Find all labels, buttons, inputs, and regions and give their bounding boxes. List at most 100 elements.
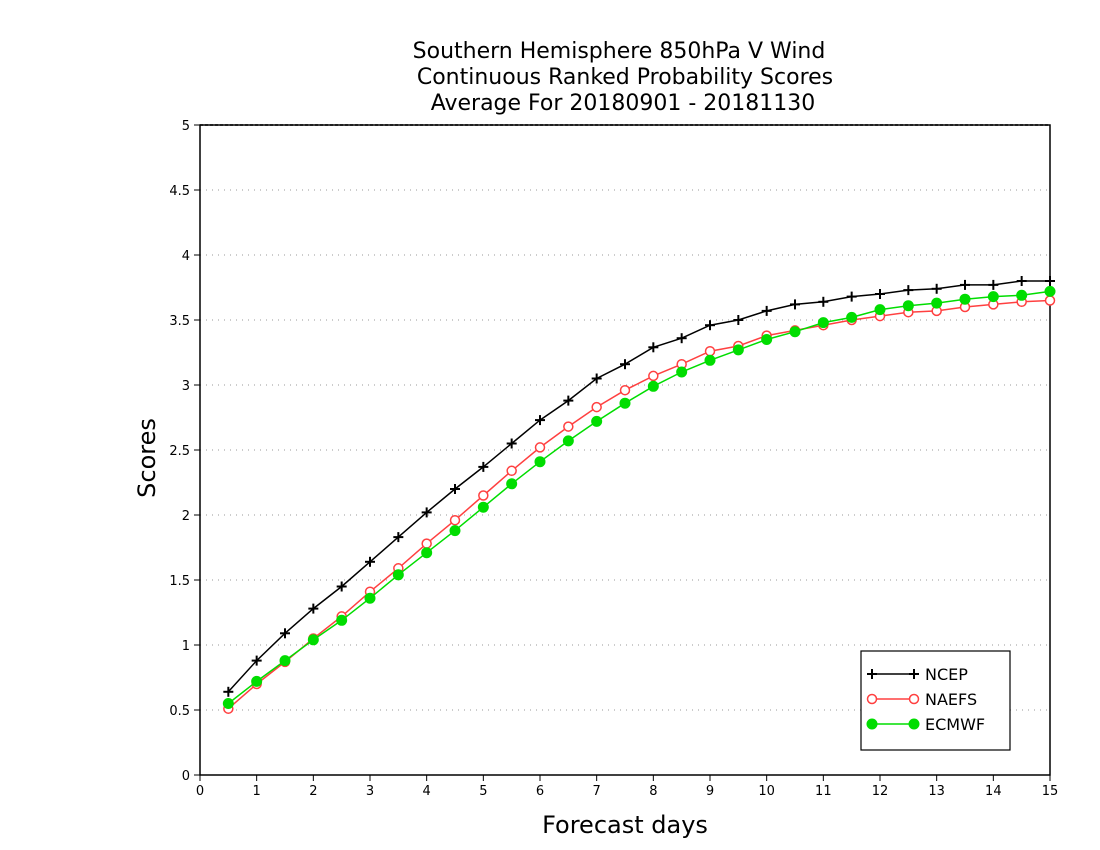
legend-marker-end-ecmwf [908,718,920,730]
point-ecmwf-9 [477,501,489,513]
title-line-3: Average For 20180901 - 20181130 [431,91,816,116]
x-tick-label-6: 6 [536,784,544,799]
point-naefs-8 [449,514,461,526]
point-ncep-21 [818,296,829,307]
point-ncep-14 [620,359,630,370]
point-ecmwf-27 [987,291,999,303]
point-naefs-12 [563,421,574,432]
point-ncep-3 [308,603,319,614]
x-tick-label-7: 7 [593,784,601,799]
point-ncep-2 [280,628,290,639]
x-tick-label-3: 3 [366,784,374,799]
point-ecmwf-10 [506,478,518,490]
point-naefs-17 [704,345,716,357]
y-axis-label: Scores [133,418,161,498]
point-ncep-20 [790,299,800,310]
point-ecmwf-3 [307,634,319,646]
point-ncep-15 [648,342,659,353]
series-group [222,276,1056,714]
point-ncep-7 [421,507,432,518]
legend-item-ecmwf: ECMWF [866,715,985,734]
y-tick-label-5: 2.5 [169,444,190,459]
point-ecmwf-25 [931,297,943,309]
point-ncep-6 [393,532,404,543]
legend-label-ncep: NCEP [925,665,968,684]
series-line-ncep [227,280,1050,693]
point-ecmwf-22 [846,311,858,323]
point-naefs-7 [421,538,432,549]
point-ncep-27 [988,279,999,290]
point-ecmwf-29 [1044,285,1056,297]
point-ncep-13 [591,373,602,384]
point-ncep-19 [761,305,772,316]
point-ncep-17 [705,320,715,331]
point-ncep-29 [1045,276,1055,286]
point-ecmwf-6 [392,569,404,581]
point-ecmwf-5 [364,592,376,604]
x-tick-label-4: 4 [423,784,431,799]
point-ncep-1 [251,655,262,666]
point-ncep-26 [960,279,970,290]
point-ecmwf-2 [279,655,291,667]
legend-item-naefs: NAEFS [866,690,977,709]
legend-marker-start-ecmwf [866,718,878,730]
x-tick-label-14: 14 [985,784,1002,799]
point-ecmwf-14 [619,397,631,409]
point-ncep-28 [1016,276,1027,286]
point-ncep-10 [506,438,517,449]
point-ecmwf-11 [534,456,546,468]
x-tick-label-10: 10 [758,784,775,799]
point-ecmwf-28 [1016,289,1028,301]
point-naefs-10 [506,465,517,477]
point-ecmwf-18 [732,344,744,356]
point-ecmwf-16 [676,366,688,378]
series-line-naefs [227,299,1051,710]
point-naefs-29 [1044,295,1056,306]
chart-title: Southern Hemisphere 850hPa V Wind Contin… [413,39,834,116]
point-naefs-14 [619,384,631,396]
point-ecmwf-19 [761,334,773,345]
legend-marker-end-ncep [909,669,919,679]
x-tick-label-9: 9 [706,784,714,799]
legend: NCEP NAEFS ECMWF [860,650,1011,751]
y-tick-label-1: 0.5 [169,704,190,719]
point-naefs-9 [478,490,489,501]
x-tick-label-13: 13 [928,784,945,799]
legend-item-ncep: NCEP [867,665,968,684]
legend-label-ecmwf: ECMWF [925,715,985,734]
y-tick-label-9: 4.5 [169,184,190,199]
point-ecmwf-26 [959,293,971,305]
point-naefs-15 [648,370,659,382]
point-ncep-16 [676,333,687,344]
point-ecmwf-21 [817,317,829,329]
point-naefs-11 [534,442,546,453]
point-ecmwf-20 [789,326,801,338]
point-ncep-9 [478,461,489,472]
point-ecmwf-8 [449,525,461,537]
point-ncep-5 [365,556,375,567]
point-ecmwf-15 [647,380,659,392]
title-line-1: Southern Hemisphere 850hPa V Wind [413,39,826,64]
point-ecmwf-7 [421,547,433,559]
series-ncep [223,276,1055,697]
point-ecmwf-4 [336,614,348,626]
point-naefs-13 [591,401,602,413]
y-tick-label-2: 1 [182,639,190,654]
y-tick-label-0: 0 [182,769,190,784]
y-tick-label-7: 3.5 [169,314,190,329]
legend-marker-start-ncep [867,669,877,679]
point-ecmwf-12 [562,435,574,447]
y-tick-label-6: 3 [182,379,190,394]
legend-marker-start-naefs [866,693,878,705]
x-tick-label-12: 12 [872,784,889,799]
title-line-2: Continuous Ranked Probability Scores [417,65,833,90]
x-tick-label-5: 5 [479,784,487,799]
legend-label-naefs: NAEFS [925,690,977,709]
x-tick-label-8: 8 [649,784,657,799]
x-axis-label: Forecast days [542,811,708,839]
x-tick-label-15: 15 [1042,784,1059,799]
point-ncep-4 [336,581,347,592]
point-ncep-25 [931,283,942,294]
series-line-ecmwf [227,290,1051,705]
